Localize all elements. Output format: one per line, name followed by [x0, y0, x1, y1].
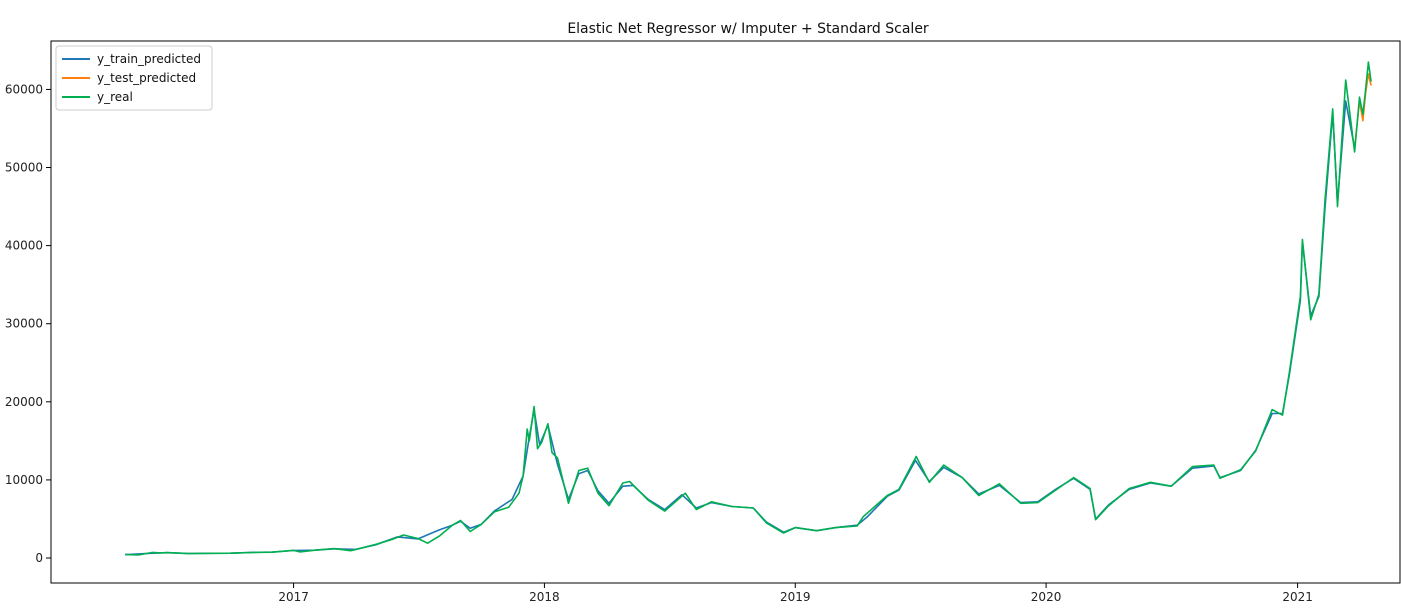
legend-box: [55, 45, 213, 111]
y-axis: 0 10000 20000 30000 40000 50000 60000: [5, 82, 51, 565]
x-tick-label: 2017: [278, 590, 309, 604]
y-tick-label: 20000: [5, 395, 43, 409]
plot-frame: [50, 40, 1401, 584]
x-tick-label: 2021: [1282, 590, 1313, 604]
legend-label: y_real: [97, 90, 133, 104]
y-tick-label: 0: [35, 551, 43, 565]
y-tick-label: 60000: [5, 82, 43, 96]
y-tick-label: 10000: [5, 473, 43, 487]
x-tick-label: 2020: [1031, 590, 1062, 604]
y-tick-label: 30000: [5, 317, 43, 331]
x-tick-label: 2019: [780, 590, 811, 604]
x-tick-label: 2018: [529, 590, 560, 604]
plot-lines: [125, 61, 1372, 556]
y-tick-label: 50000: [5, 161, 43, 175]
x-axis: 2017 2018 2019 2020 2021: [278, 583, 1313, 604]
legend-label: y_test_predicted: [97, 71, 196, 85]
y-tick-label: 40000: [5, 239, 43, 253]
legend-label: y_train_predicted: [97, 52, 201, 66]
chart-title: Elastic Net Regressor w/ Imputer + Stand…: [567, 21, 929, 37]
series-line-y_real: [125, 61, 1372, 556]
legend: y_train_predicted y_test_predicted y_real: [55, 45, 213, 111]
